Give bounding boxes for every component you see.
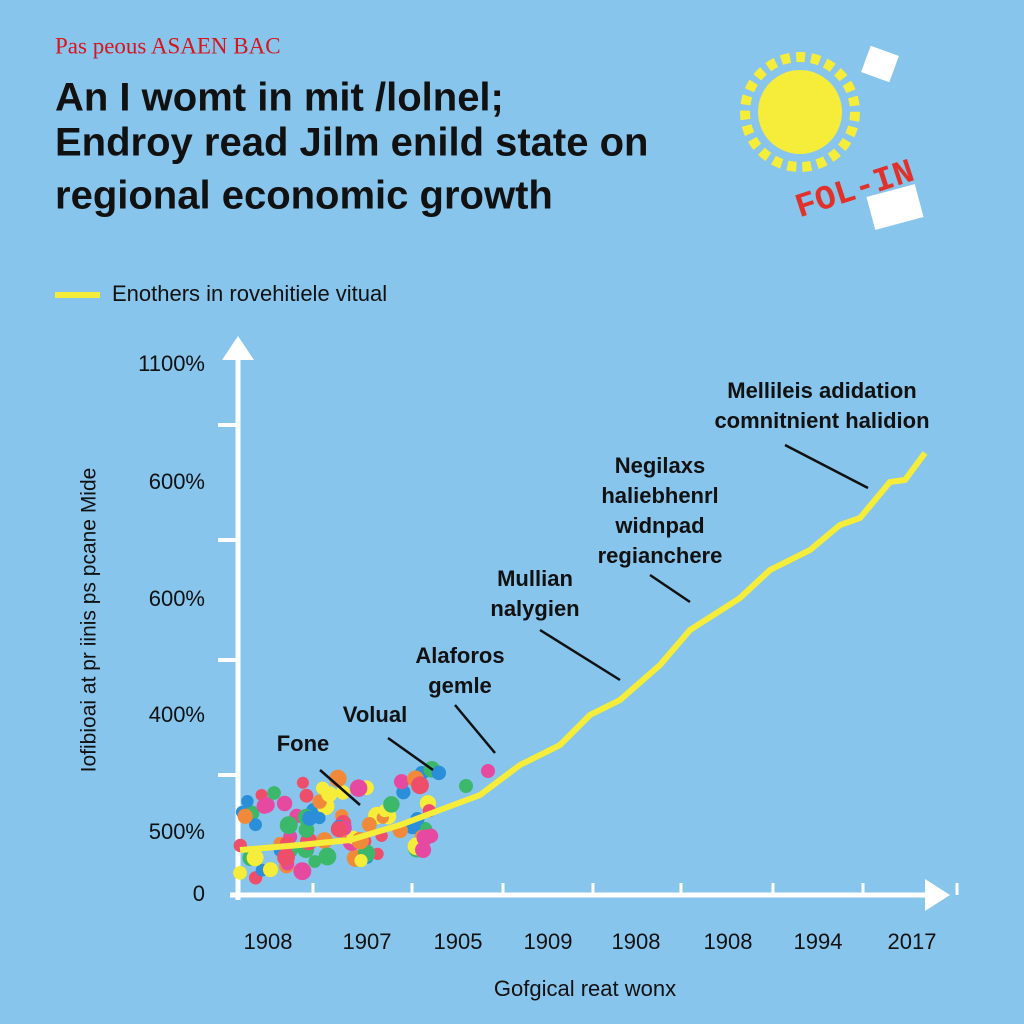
annotation: gemle xyxy=(428,673,492,698)
dot xyxy=(302,810,318,826)
title-line: regional economic growth xyxy=(55,174,553,218)
x-tick-label: 1907 xyxy=(343,929,392,954)
dot xyxy=(246,849,264,867)
x-tick-label: 2017 xyxy=(888,929,937,954)
title-line: Endroy read Jilm enild state on xyxy=(55,121,648,165)
dot xyxy=(249,818,262,832)
annotation: Mullian xyxy=(497,566,573,591)
dot xyxy=(267,786,281,800)
annotation: Alaforos xyxy=(415,643,504,668)
x-tick-label: 1905 xyxy=(434,929,483,954)
dot xyxy=(256,798,273,814)
dot xyxy=(299,788,314,803)
dot xyxy=(296,776,309,789)
annotation: Fone xyxy=(277,731,330,756)
x-tick-label: 1908 xyxy=(704,929,753,954)
kicker: Pas peous ASAEN BAC xyxy=(55,33,281,58)
title-line: An I womt in mit /lolnel; xyxy=(55,76,504,120)
dot xyxy=(431,765,447,781)
annotation-arrows xyxy=(319,443,869,806)
annotation: haliebhenrl xyxy=(601,483,718,508)
x-axis-title: Gofgical reat wonx xyxy=(494,976,676,1001)
y-tick-label: 400% xyxy=(149,702,205,727)
dot xyxy=(416,829,434,847)
sun-icon xyxy=(740,45,924,230)
dot xyxy=(411,776,429,795)
dot xyxy=(459,779,473,793)
dot xyxy=(361,817,377,832)
x-tick-label: 1908 xyxy=(612,929,661,954)
dot xyxy=(415,841,432,858)
legend-label: Enothers in rovehitiele vitual xyxy=(112,281,387,306)
dot xyxy=(237,808,253,824)
y-axis-title: Iofibioai at pr iinis ps pcane Mide xyxy=(78,468,101,773)
annotation: widnpad xyxy=(614,513,704,538)
y-tick-label: 0 xyxy=(193,881,205,906)
dot xyxy=(276,795,293,812)
dot xyxy=(298,822,315,838)
x-tick-label: 1994 xyxy=(794,929,843,954)
dot xyxy=(318,847,337,866)
y-tick-label: 500% xyxy=(149,819,205,844)
y-tick-label: 1100% xyxy=(138,351,205,376)
dot xyxy=(262,862,279,878)
dot xyxy=(349,779,368,797)
y-tick-label: 600% xyxy=(149,469,205,494)
dot xyxy=(308,855,322,868)
annotation: regianchere xyxy=(598,543,723,568)
dot xyxy=(233,866,247,880)
annotation: Volual xyxy=(343,702,407,727)
trend-line xyxy=(239,451,928,853)
dot xyxy=(315,781,330,796)
dot xyxy=(293,862,312,881)
annotation: Negilaxs xyxy=(615,453,706,478)
dot xyxy=(481,764,495,778)
dot xyxy=(241,795,254,808)
dot xyxy=(354,854,368,868)
dot xyxy=(279,816,298,835)
x-tick-label: 1908 xyxy=(244,929,293,954)
y-tick-label: 600% xyxy=(149,586,205,611)
annotation: comnitnient halidion xyxy=(714,408,929,433)
dot xyxy=(277,848,295,867)
dot xyxy=(393,774,410,790)
dot xyxy=(330,821,348,838)
annotation: nalygien xyxy=(490,596,579,621)
dot xyxy=(383,796,400,813)
x-tick-label: 1909 xyxy=(524,929,573,954)
dot xyxy=(335,785,351,800)
annotation: Mellileis adidation xyxy=(727,378,916,403)
